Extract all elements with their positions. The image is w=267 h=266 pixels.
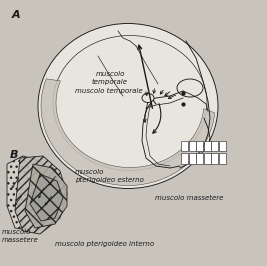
Bar <box>196 153 203 164</box>
Bar <box>211 153 218 164</box>
Text: muscolo massetere: muscolo massetere <box>155 195 223 201</box>
Bar <box>203 141 210 151</box>
Text: muscolo
pterigoideo esterno: muscolo pterigoideo esterno <box>75 169 144 182</box>
Bar <box>181 141 188 151</box>
Bar <box>218 153 226 164</box>
Ellipse shape <box>142 94 154 102</box>
Polygon shape <box>30 174 63 221</box>
Text: B: B <box>10 150 18 160</box>
Text: muscolo pterigoideo interno: muscolo pterigoideo interno <box>55 241 154 247</box>
Polygon shape <box>41 79 215 185</box>
Bar <box>189 153 195 164</box>
Text: muscolo
massetere: muscolo massetere <box>2 230 39 243</box>
Bar <box>196 141 203 151</box>
Text: muscolo
temporale: muscolo temporale <box>92 72 128 85</box>
Ellipse shape <box>38 23 218 189</box>
Text: muscolo temporale: muscolo temporale <box>75 88 143 94</box>
Bar <box>189 141 195 151</box>
Polygon shape <box>7 156 53 231</box>
Bar <box>181 153 188 164</box>
Bar <box>218 141 226 151</box>
Bar <box>203 153 210 164</box>
Text: A: A <box>12 10 21 20</box>
Polygon shape <box>25 164 67 228</box>
Bar <box>211 141 218 151</box>
Polygon shape <box>15 156 67 234</box>
